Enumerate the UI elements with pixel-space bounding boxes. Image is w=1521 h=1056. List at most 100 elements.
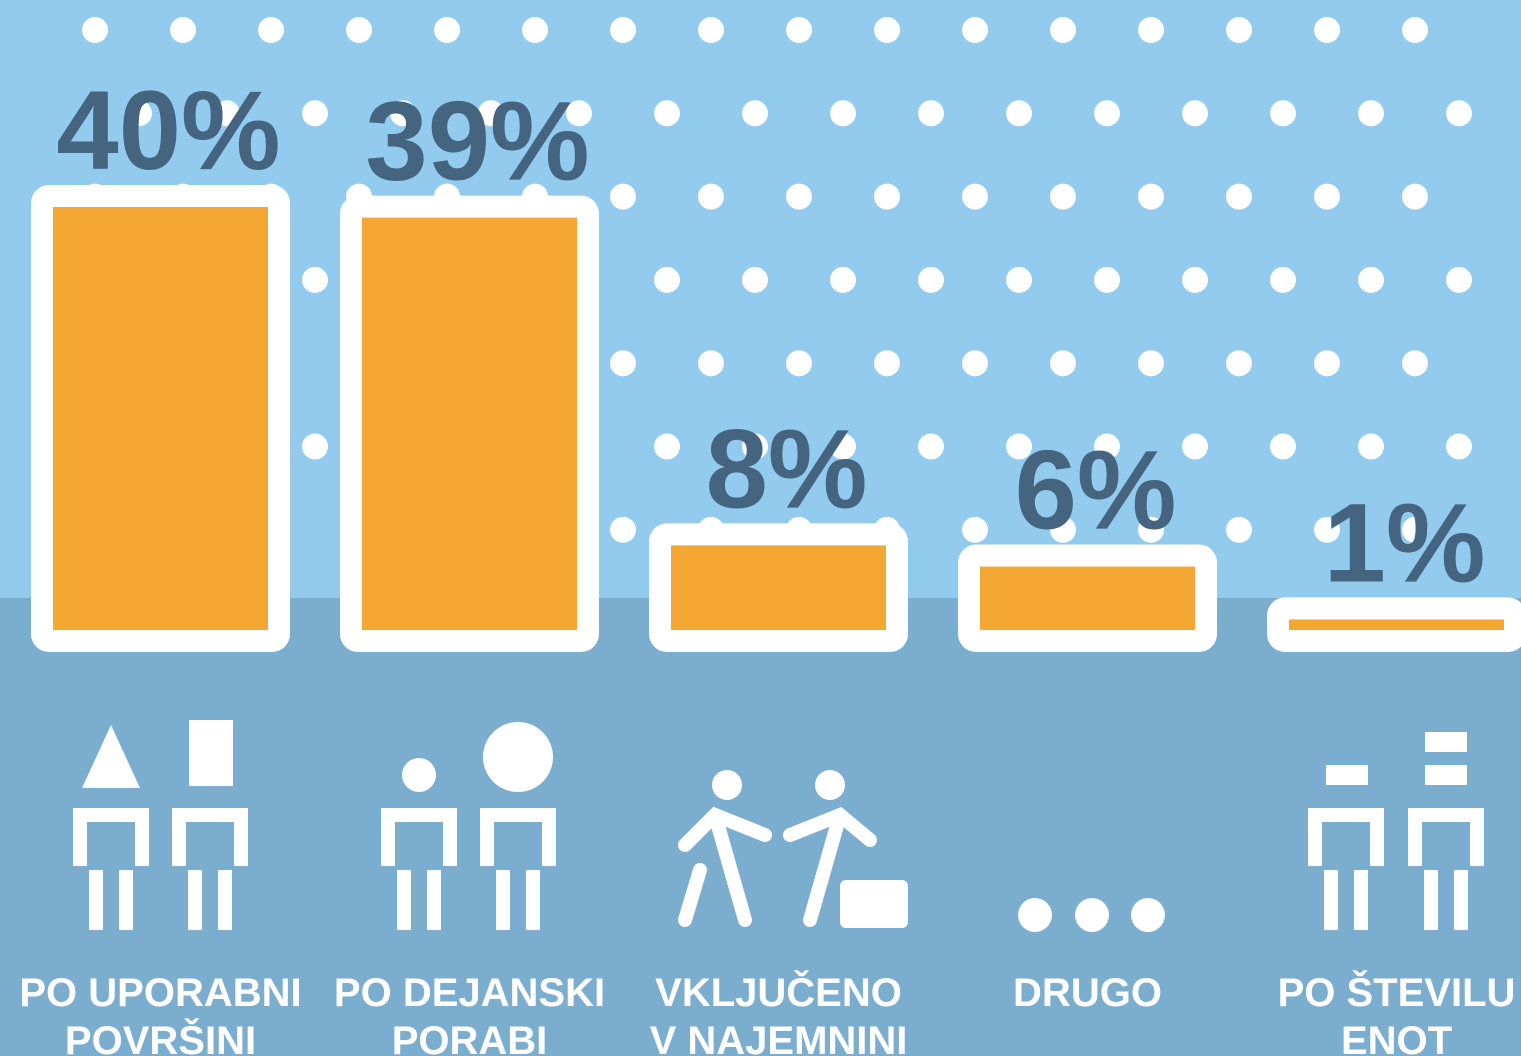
dot bbox=[654, 433, 680, 460]
dot bbox=[1138, 183, 1164, 210]
icon-rent bbox=[678, 770, 908, 928]
dot bbox=[1094, 433, 1120, 460]
dot bbox=[962, 183, 988, 210]
dot bbox=[1006, 266, 1032, 293]
dot bbox=[1226, 350, 1252, 377]
category-label: DRUGO bbox=[1013, 971, 1162, 1015]
value-label: 39% bbox=[365, 79, 589, 204]
dot bbox=[918, 433, 944, 460]
bar bbox=[671, 545, 886, 630]
dot bbox=[610, 183, 636, 210]
dot bbox=[786, 183, 812, 210]
dot bbox=[918, 100, 944, 127]
dot bbox=[698, 17, 724, 43]
dot bbox=[742, 433, 768, 460]
dot bbox=[1314, 183, 1340, 210]
dot bbox=[302, 100, 328, 127]
dot bbox=[390, 100, 416, 127]
bar bbox=[53, 207, 268, 630]
category-label: V NAJEMNINI bbox=[650, 1019, 908, 1056]
dot bbox=[698, 350, 724, 377]
dot bbox=[302, 266, 328, 293]
dot bbox=[1314, 350, 1340, 377]
dot bbox=[1358, 266, 1384, 293]
dot bbox=[1226, 516, 1252, 543]
value-label: 40% bbox=[56, 68, 280, 193]
bar bbox=[362, 217, 577, 630]
dot bbox=[610, 516, 636, 543]
dot bbox=[1226, 183, 1252, 210]
dot bbox=[1094, 100, 1120, 127]
dot bbox=[346, 17, 372, 43]
dot bbox=[1138, 516, 1164, 543]
dot bbox=[1270, 266, 1296, 293]
dot bbox=[742, 266, 768, 293]
dot bbox=[478, 100, 504, 127]
dot bbox=[874, 350, 900, 377]
dot bbox=[1138, 350, 1164, 377]
dot bbox=[962, 17, 988, 43]
dot bbox=[610, 17, 636, 43]
dot bbox=[258, 17, 284, 43]
dot bbox=[82, 17, 108, 43]
icons bbox=[73, 720, 1484, 932]
dot bbox=[786, 17, 812, 43]
value-label: 8% bbox=[706, 406, 868, 531]
category-label: PO ŠTEVILU bbox=[1278, 969, 1516, 1015]
dot bbox=[1314, 516, 1340, 543]
dot bbox=[1006, 433, 1032, 460]
bars bbox=[31, 185, 1521, 652]
dot bbox=[1446, 266, 1472, 293]
value-label: 1% bbox=[1324, 480, 1486, 605]
dot bbox=[830, 100, 856, 127]
dot bbox=[1050, 183, 1076, 210]
dot bbox=[1402, 17, 1428, 43]
dot bbox=[1050, 17, 1076, 43]
dot bbox=[1138, 17, 1164, 43]
dot bbox=[1358, 100, 1384, 127]
dot bbox=[214, 100, 240, 127]
category-label: POVRŠINI bbox=[65, 1017, 256, 1056]
dot bbox=[962, 516, 988, 543]
dot bbox=[126, 100, 152, 127]
dot bbox=[1226, 17, 1252, 43]
category-label: VKLJUČENO bbox=[655, 969, 902, 1015]
dot bbox=[1050, 516, 1076, 543]
dot bbox=[1402, 350, 1428, 377]
dot bbox=[1006, 100, 1032, 127]
bar bbox=[1289, 619, 1504, 630]
category-label: PORABI bbox=[392, 1019, 548, 1056]
dot bbox=[1094, 266, 1120, 293]
dot bbox=[1358, 433, 1384, 460]
category-label: PO UPORABNI bbox=[19, 971, 301, 1015]
icon-other bbox=[1018, 898, 1165, 932]
bar bbox=[980, 566, 1195, 630]
dot bbox=[1402, 516, 1428, 543]
dot bbox=[962, 350, 988, 377]
dot bbox=[786, 350, 812, 377]
category-label: ENOT bbox=[1341, 1019, 1452, 1056]
dot bbox=[1314, 17, 1340, 43]
dot bbox=[874, 183, 900, 210]
dot bbox=[742, 100, 768, 127]
dot bbox=[1050, 350, 1076, 377]
dot bbox=[1446, 433, 1472, 460]
dot bbox=[1182, 433, 1208, 460]
dot bbox=[830, 433, 856, 460]
dot bbox=[874, 17, 900, 43]
dot bbox=[1270, 100, 1296, 127]
icon-units bbox=[1308, 732, 1484, 930]
dot bbox=[830, 266, 856, 293]
dot bbox=[1182, 266, 1208, 293]
dot bbox=[302, 433, 328, 460]
icon-area bbox=[73, 720, 248, 930]
icon-usage bbox=[381, 722, 556, 930]
dot bbox=[654, 100, 680, 127]
dot bbox=[698, 183, 724, 210]
dot bbox=[1182, 100, 1208, 127]
value-label: 6% bbox=[1015, 428, 1177, 553]
dot bbox=[1446, 100, 1472, 127]
dot bbox=[522, 17, 548, 43]
